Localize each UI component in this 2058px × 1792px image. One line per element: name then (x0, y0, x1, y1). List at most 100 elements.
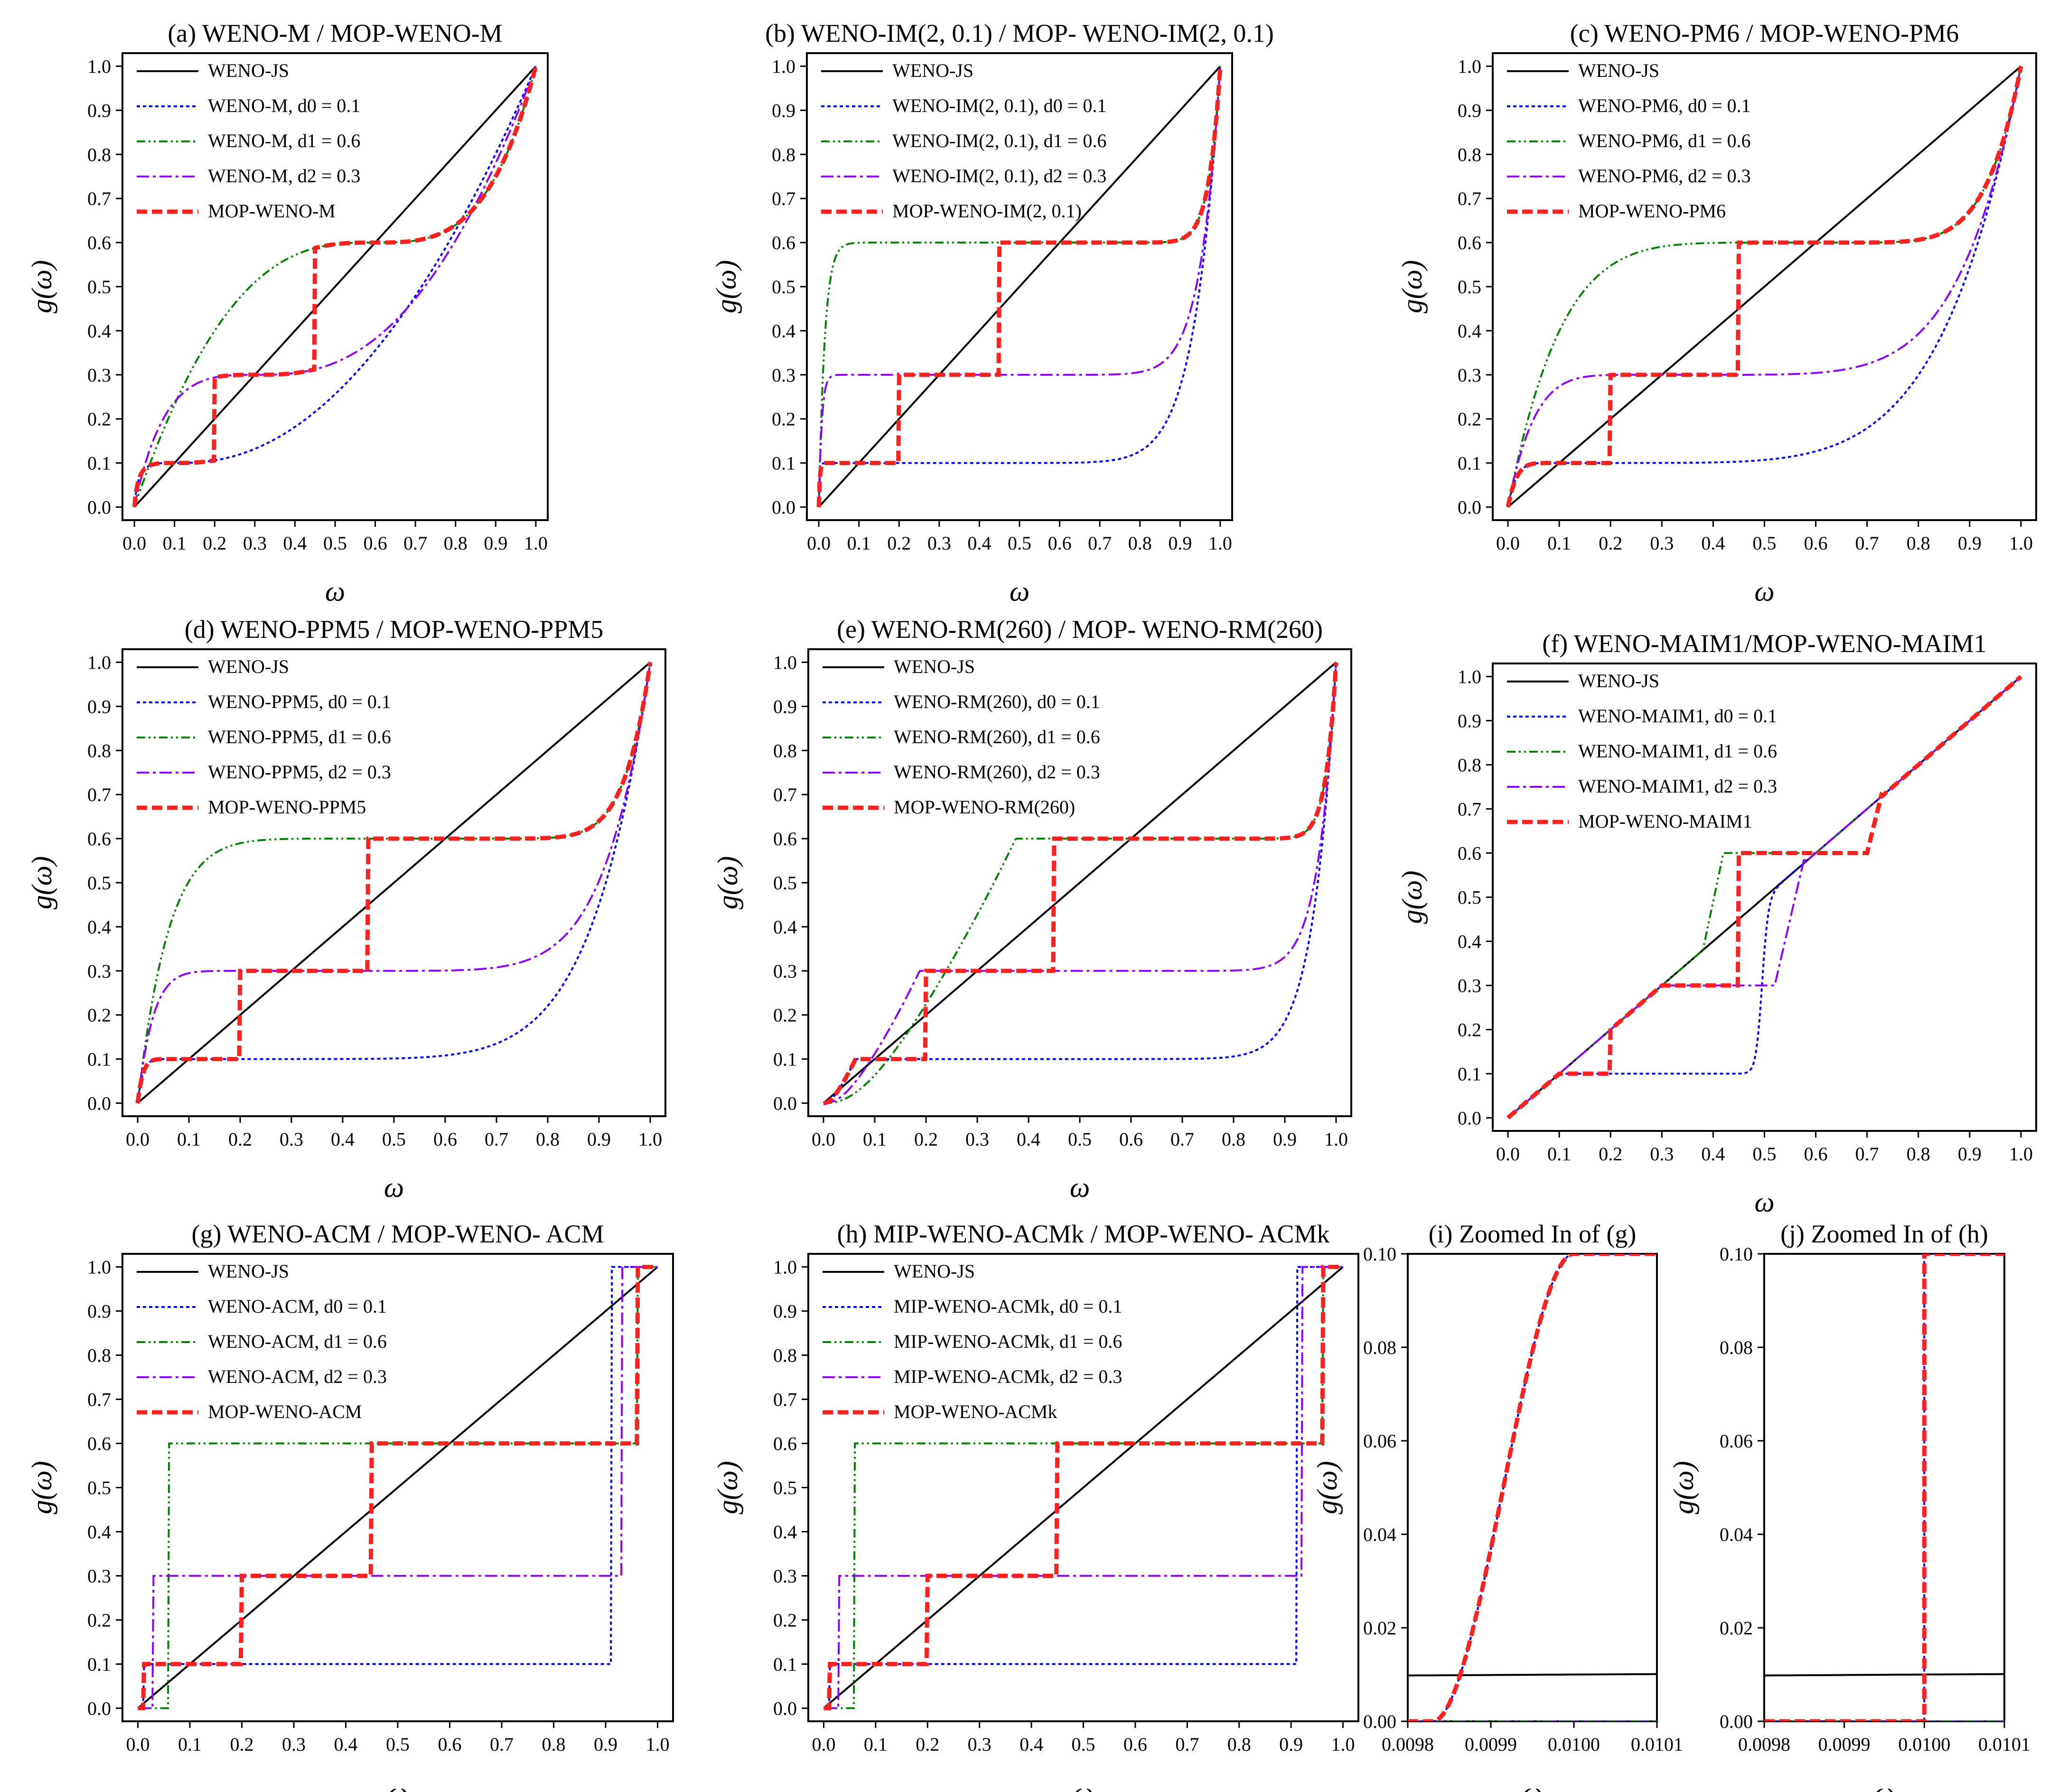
x-tick-label: 0.5 (1008, 532, 1031, 554)
x-axis-label: ω (1754, 576, 1774, 607)
x-tick-label: 0.3 (927, 532, 951, 554)
legend-entry: WENO-JS (208, 1260, 289, 1282)
plot-area (137, 1265, 658, 1710)
legend-entry: WENO-JS (894, 1260, 975, 1282)
y-tick-label: 0.6 (772, 232, 795, 253)
y-axis-label: g(ω) (26, 1461, 57, 1514)
plot-area (1506, 65, 2023, 508)
panel-d: (d) WENO-PPM5 / MOP-WENO-PPM5 0.0 0.1 0.2 0.… (26, 615, 666, 1203)
panel-title: (i) Zoomed In of (g) (1429, 1220, 1637, 1248)
legend-entry: WENO-PPM5, d0 = 0.1 (208, 691, 391, 712)
y-tick-label: 1.0 (87, 56, 111, 77)
y-tick-label: 1.0 (773, 652, 797, 673)
x-tick-label: 0.5 (1068, 1129, 1092, 1150)
y-tick-label: 0.3 (1458, 364, 1481, 386)
y-tick-label: 1.0 (87, 652, 111, 673)
y-tick-label: 0.9 (1458, 100, 1481, 121)
legend-entry: WENO-M, d2 = 0.3 (208, 165, 360, 187)
x-tick-label: 0.3 (243, 532, 267, 554)
x-tick-label: 0.0 (1496, 1143, 1520, 1165)
y-tick-label: 0.02 (1720, 1617, 1753, 1639)
weno-js-line (1408, 1673, 1657, 1677)
x-tick-label: 0.1 (847, 532, 871, 554)
legend-entry: WENO-JS (1578, 60, 1659, 81)
x-tick-label: 0.7 (1855, 532, 1879, 554)
legend-entry: MOP-WENO-ACM (208, 1401, 362, 1422)
x-axis-label: ω (325, 576, 345, 607)
y-tick-label: 0.02 (1363, 1617, 1396, 1639)
y-tick-label: 0.0 (1458, 1107, 1481, 1129)
series-d2-line (137, 662, 651, 1103)
x-tick-label: 0.1 (177, 1129, 201, 1150)
series-d0-line (823, 662, 1337, 1104)
mop-line (816, 66, 1223, 507)
x-tick-label: 0.5 (1753, 1143, 1777, 1165)
legend-entry: WENO-ACM, d2 = 0.3 (208, 1366, 387, 1387)
x-tick-label: 0.0099 (1818, 1734, 1871, 1755)
y-tick-label: 0.7 (773, 1389, 797, 1410)
x-tick-label: 0.0 (122, 532, 146, 554)
legend-entry: WENO-PM6, d1 = 0.6 (1578, 130, 1751, 151)
y-tick-label: 0.08 (1363, 1337, 1396, 1358)
y-tick-label: 0.1 (1458, 1063, 1481, 1084)
y-tick-label: 0.0 (773, 1698, 797, 1719)
panel-f: (f) WENO-MAIM1/MOP-WENO-MAIM1 0.0 0.1 0.2 0.… (1396, 629, 2037, 1218)
weno-js-line (133, 65, 537, 508)
y-tick-label: 0.6 (773, 1433, 797, 1455)
y-tick-label: 0.1 (773, 1049, 797, 1070)
x-tick-label: 1.0 (2009, 1143, 2033, 1165)
legend-entry: WENO-M, d0 = 0.1 (208, 95, 360, 116)
x-tick-label: 1.0 (2009, 532, 2033, 554)
y-tick-label: 0.9 (87, 696, 111, 717)
y-tick-label: 0.7 (773, 784, 797, 805)
legend-entry: MOP-WENO-MAIM1 (1578, 811, 1752, 832)
y-tick-label: 0.1 (1458, 453, 1481, 474)
y-tick-label: 0.04 (1720, 1524, 1753, 1545)
x-tick-label: 0.8 (1128, 532, 1152, 554)
legend: WENO-JS WENO-IM(2, 0.1), d0 = 0.1 WENO-IM(… (821, 60, 1106, 222)
x-tick-label: 0.7 (403, 532, 427, 554)
series-d0-line (1408, 1254, 1657, 1721)
series-d2-line (823, 1266, 1343, 1709)
y-tick-label: 0.8 (1458, 755, 1481, 776)
x-tick-label: 1.0 (1324, 1129, 1348, 1150)
legend-entry: WENO-IM(2, 0.1), d1 = 0.6 (892, 130, 1106, 151)
y-tick-label: 0.1 (87, 1653, 111, 1675)
x-tick-label: 0.0098 (1738, 1734, 1790, 1755)
y-tick-label: 0.8 (87, 1345, 111, 1366)
legend: WENO-JS WENO-RM(260), d0 = 0.1 WENO-RM(260… (823, 656, 1100, 818)
y-tick-label: 0.3 (773, 1565, 797, 1587)
legend-entry: MIP-WENO-ACMk, d1 = 0.6 (894, 1331, 1122, 1352)
y-tick-label: 0.0 (773, 1092, 797, 1114)
panel-g: (g) WENO-ACM / MOP-WENO- ACM 0.0 0.1 0.2 0.3… (26, 1220, 674, 1792)
x-tick-label: 0.7 (490, 1734, 514, 1755)
legend-entry: WENO-JS (894, 656, 975, 677)
x-tick-label: 0.8 (1907, 532, 1930, 554)
y-tick-label: 0.3 (87, 1565, 111, 1587)
y-axis-label: g(ω) (1396, 870, 1428, 924)
y-tick-label: 0.5 (1458, 887, 1481, 908)
y-tick-label: 0.9 (772, 100, 795, 121)
x-tick-label: 1.0 (638, 1129, 662, 1150)
panel-title: (g) WENO-ACM / MOP-WENO- ACM (192, 1220, 604, 1248)
x-tick-label: 0.3 (1650, 1143, 1674, 1165)
legend-entry: WENO-JS (208, 656, 289, 677)
x-tick-label: 0.7 (1855, 1143, 1879, 1165)
y-axis-label: g(ω) (26, 856, 57, 909)
x-axis-label: ω (1874, 1777, 1894, 1792)
y-tick-label: 1.0 (87, 1257, 111, 1278)
legend-entry: MOP-WENO-M (208, 200, 336, 222)
x-tick-label: 0.5 (386, 1734, 410, 1755)
panel-title: (h) MIP-WENO-ACMk / MOP-WENO- ACMk (837, 1220, 1330, 1248)
series-d1-line (133, 66, 537, 508)
series-d2-line (823, 662, 1337, 1104)
x-tick-label: 0.4 (1701, 1143, 1725, 1165)
y-tick-label: 0.8 (773, 740, 797, 761)
panel-title: (e) WENO-RM(260) / MOP- WENO-RM(260) (837, 615, 1323, 644)
y-axis-label: g(ω) (1396, 260, 1428, 313)
y-tick-label: 0.4 (1458, 931, 1481, 952)
y-tick-label: 0.6 (1458, 843, 1481, 864)
x-tick-label: 0.3 (282, 1734, 306, 1755)
y-tick-label: 0.6 (87, 828, 111, 849)
